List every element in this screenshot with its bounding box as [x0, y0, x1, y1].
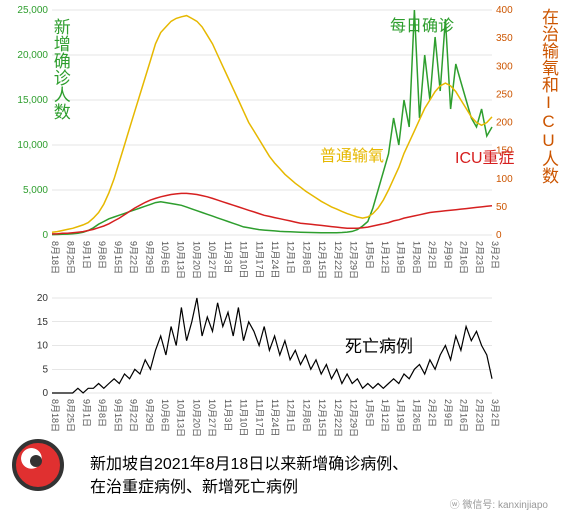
svg-text:8月18日: 8月18日 — [50, 241, 60, 274]
svg-text:9月8日: 9月8日 — [97, 399, 107, 427]
svg-text:12月1日: 12月1日 — [286, 241, 296, 274]
svg-text:5,000: 5,000 — [23, 185, 48, 196]
svg-text:10月27日: 10月27日 — [207, 399, 217, 437]
svg-text:11月17日: 11月17日 — [254, 241, 264, 278]
svg-text:10月6日: 10月6日 — [160, 241, 170, 274]
svg-text:12月22日: 12月22日 — [333, 241, 343, 279]
bottom-chart: 0 5 10 15 20 8月18日 8月25日 9月1日 9月8日 9月15日 9月22日 9月29… — [0, 290, 563, 450]
svg-text:12月15日: 12月15日 — [317, 241, 327, 279]
source-logo — [12, 439, 72, 499]
svg-text:11月3日: 11月3日 — [223, 399, 233, 431]
svg-text:12月29日: 12月29日 — [349, 399, 359, 437]
svg-text:1月19日: 1月19日 — [396, 399, 406, 432]
svg-text:400: 400 — [496, 5, 513, 16]
svg-text:2月16日: 2月16日 — [459, 241, 469, 274]
svg-text:9月29日: 9月29日 — [144, 241, 154, 274]
svg-text:9月22日: 9月22日 — [129, 399, 139, 432]
svg-text:10月6日: 10月6日 — [160, 399, 170, 432]
svg-text:300: 300 — [496, 61, 513, 72]
svg-text:1月26日: 1月26日 — [411, 241, 421, 274]
svg-text:8月25日: 8月25日 — [66, 241, 76, 274]
svg-text:250: 250 — [496, 89, 513, 100]
svg-text:10月13日: 10月13日 — [176, 241, 186, 279]
svg-text:1月12日: 1月12日 — [380, 241, 390, 274]
series-label-deaths: 死亡病例 — [345, 338, 413, 357]
svg-text:12月15日: 12月15日 — [317, 399, 327, 437]
svg-text:9月15日: 9月15日 — [113, 399, 123, 432]
svg-text:11月24日: 11月24日 — [270, 241, 280, 278]
series-label-daily: 每日确诊 — [390, 18, 454, 36]
wechat-icon: ⓦ — [450, 500, 463, 511]
svg-text:15,000: 15,000 — [17, 95, 48, 106]
svg-text:5: 5 — [42, 364, 48, 375]
svg-text:10月27日: 10月27日 — [207, 241, 217, 279]
svg-text:9月15日: 9月15日 — [113, 241, 123, 274]
svg-text:11月24日: 11月24日 — [270, 399, 280, 436]
footer-text: 微信号: kanxinjiapo — [462, 500, 548, 511]
svg-text:2月9日: 2月9日 — [443, 241, 453, 269]
svg-text:9月8日: 9月8日 — [97, 241, 107, 269]
svg-text:2月16日: 2月16日 — [459, 399, 469, 432]
svg-text:20,000: 20,000 — [17, 50, 48, 61]
svg-text:9月1日: 9月1日 — [81, 241, 91, 269]
svg-text:11月10日: 11月10日 — [239, 241, 249, 278]
svg-text:3月2日: 3月2日 — [490, 241, 500, 269]
series-label-oxygen: 普通输氧 — [320, 148, 384, 166]
footer-note: ⓦ 微信号: kanxinjiapo — [450, 496, 548, 511]
caption-line-1: 新加坡自2021年8月18日以来新增确诊病例、 — [90, 454, 408, 476]
svg-text:1月19日: 1月19日 — [396, 241, 406, 274]
svg-text:1月26日: 1月26日 — [411, 399, 421, 432]
svg-text:10月20日: 10月20日 — [191, 399, 201, 437]
svg-text:9月1日: 9月1日 — [81, 399, 91, 427]
svg-text:25,000: 25,000 — [17, 5, 48, 16]
svg-text:12月22日: 12月22日 — [333, 399, 343, 437]
svg-text:12月8日: 12月8日 — [301, 399, 311, 432]
svg-text:9月22日: 9月22日 — [129, 241, 139, 274]
eye-icon — [12, 439, 64, 491]
svg-text:12月1日: 12月1日 — [286, 399, 296, 432]
svg-text:9月29日: 9月29日 — [144, 399, 154, 432]
svg-text:2月2日: 2月2日 — [427, 399, 437, 427]
svg-text:1月12日: 1月12日 — [380, 399, 390, 432]
svg-text:20: 20 — [37, 293, 49, 304]
svg-text:0: 0 — [42, 388, 48, 399]
svg-text:1月5日: 1月5日 — [364, 399, 374, 427]
svg-text:10月13日: 10月13日 — [176, 399, 186, 437]
svg-text:11月3日: 11月3日 — [223, 241, 233, 273]
svg-text:10: 10 — [37, 341, 49, 352]
svg-text:12月8日: 12月8日 — [301, 241, 311, 274]
svg-text:350: 350 — [496, 33, 513, 44]
svg-text:2月23日: 2月23日 — [474, 399, 484, 432]
svg-text:8月18日: 8月18日 — [50, 399, 60, 432]
svg-text:10,000: 10,000 — [17, 140, 48, 151]
top-chart: 05,00010,00015,00020,00025,0000501001502… — [0, 0, 563, 290]
series-label-icu: ICU重症 — [455, 150, 515, 168]
left-axis-label: 新增确诊人数 — [50, 18, 69, 120]
svg-text:11月17日: 11月17日 — [254, 399, 264, 436]
svg-text:15: 15 — [37, 317, 49, 328]
svg-text:3月2日: 3月2日 — [490, 399, 500, 427]
chart-caption: 新加坡自2021年8月18日以来新增确诊病例、 在治重症病例、新增死亡病例 — [90, 454, 408, 499]
caption-line-2: 在治重症病例、新增死亡病例 — [90, 477, 408, 499]
svg-text:50: 50 — [496, 202, 508, 213]
svg-text:200: 200 — [496, 118, 513, 129]
svg-text:12月29日: 12月29日 — [349, 241, 359, 279]
svg-text:0: 0 — [42, 230, 48, 241]
svg-text:11月10日: 11月10日 — [239, 399, 249, 436]
svg-text:2月9日: 2月9日 — [443, 399, 453, 427]
svg-text:100: 100 — [496, 174, 513, 185]
svg-text:2月2日: 2月2日 — [427, 241, 437, 269]
svg-text:10月20日: 10月20日 — [191, 241, 201, 279]
svg-text:1月5日: 1月5日 — [364, 241, 374, 269]
right-axis-label: 在治输氧和ICU人数 — [538, 8, 557, 184]
svg-text:8月25日: 8月25日 — [66, 399, 76, 432]
svg-text:2月23日: 2月23日 — [474, 241, 484, 274]
chart-container: 05,00010,00015,00020,00025,0000501001502… — [0, 0, 563, 519]
svg-text:0: 0 — [496, 230, 502, 241]
